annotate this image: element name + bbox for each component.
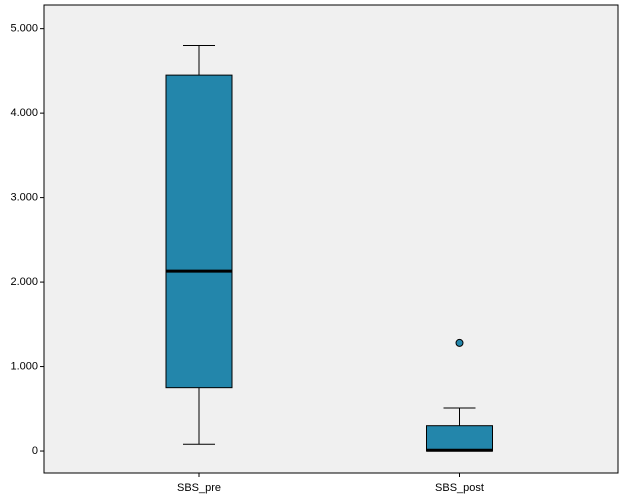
- x-tick-label: SBS_post: [435, 482, 484, 494]
- box: [426, 425, 493, 452]
- y-tick-label: 0: [32, 445, 38, 457]
- y-tick-label: 1.000: [10, 360, 38, 372]
- box: [165, 74, 233, 389]
- y-tick-label: 2.000: [10, 276, 38, 288]
- plot-area: [43, 4, 619, 474]
- y-tick-label: 5.000: [10, 23, 38, 35]
- y-tick-label: 3.000: [10, 192, 38, 204]
- y-tick-label: 4.000: [10, 107, 38, 119]
- outlier: [455, 338, 464, 347]
- x-tick-label: SBS_pre: [177, 482, 221, 494]
